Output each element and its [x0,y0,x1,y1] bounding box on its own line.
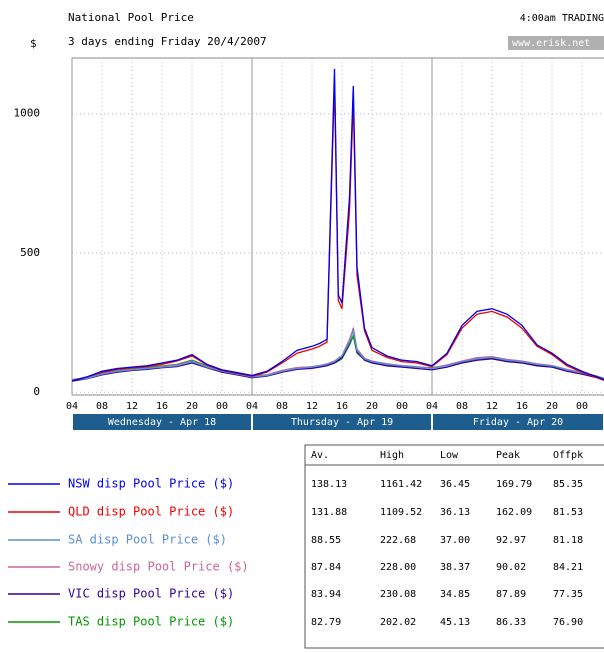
table-cell: 230.08 [380,589,416,600]
table-cell: 169.79 [496,479,532,490]
table-header: Offpk [553,450,583,461]
table-cell: 202.02 [380,617,416,628]
table-cell: 76.90 [553,617,583,628]
x-tick-label: 12 [126,401,138,412]
series-line [72,68,604,382]
x-tick-label: 12 [306,401,318,412]
legend-label: Snowy disp Pool Price ($) [68,560,249,574]
table-cell: 45.13 [440,617,470,628]
day-label: Thursday - Apr 19 [291,417,393,428]
table-cell: 37.00 [440,535,470,546]
day-label: Friday - Apr 20 [473,417,563,428]
legend-label: QLD disp Pool Price ($) [68,505,234,519]
y-tick-label: 500 [20,246,40,259]
x-tick-label: 20 [366,401,378,412]
table-cell: 87.89 [496,589,526,600]
x-tick-label: 04 [246,401,258,412]
table-header: High [380,450,404,461]
x-tick-label: 08 [96,401,108,412]
x-tick-label: 16 [336,401,348,412]
day-band [433,414,603,430]
table-header: Av. [311,450,329,461]
x-tick-label: 00 [576,401,588,412]
x-tick-label: 00 [216,401,228,412]
series-line [72,83,604,382]
legend-label: TAS disp Pool Price ($) [68,615,234,629]
table-cell: 82.79 [311,617,341,628]
day-band [253,414,431,430]
series-line [72,328,604,382]
x-tick-label: 12 [486,401,498,412]
legend-label: SA disp Pool Price ($) [68,533,227,547]
table-cell: 1161.42 [380,479,422,490]
table-header: Low [440,450,459,461]
table-cell: 86.33 [496,617,526,628]
table-cell: 36.45 [440,479,470,490]
source-box [508,36,604,50]
table-cell: 38.37 [440,562,470,573]
table-cell: 1109.52 [380,507,422,518]
legend-label: NSW disp Pool Price ($) [68,477,234,491]
chart-title: National Pool Price [68,11,194,24]
day-band [73,414,251,430]
status-label: 4:00am TRADING [520,13,604,24]
table-cell: 131.88 [311,507,347,518]
table-cell: 87.84 [311,562,341,573]
table-cell: 36.13 [440,507,470,518]
y-axis-label: $ [30,37,37,50]
table-cell: 84.21 [553,562,583,573]
x-tick-label: 04 [66,401,78,412]
source-label: www.erisk.net [512,38,590,49]
table-cell: 81.18 [553,535,583,546]
table-cell: 222.68 [380,535,416,546]
table-cell: 88.55 [311,535,341,546]
day-label: Wednesday - Apr 18 [108,417,216,428]
table-cell: 83.94 [311,589,341,600]
x-tick-label: 20 [186,401,198,412]
y-tick-label: 0 [33,385,40,398]
x-tick-label: 08 [276,401,288,412]
table-cell: 77.35 [553,589,583,600]
x-tick-label: 08 [456,401,468,412]
series-line [72,330,604,381]
x-tick-label: 16 [156,401,168,412]
stats-table [304,444,604,649]
x-tick-label: 16 [516,401,528,412]
plot-lines [72,68,604,382]
x-tick-label: 20 [546,401,558,412]
legend-label: VIC disp Pool Price ($) [68,587,234,601]
chart-subtitle: 3 days ending Friday 20/4/2007 [68,35,267,48]
table-cell: 85.35 [553,479,583,490]
plot-frame [71,57,604,396]
table-cell: 92.97 [496,535,526,546]
table-cell: 90.02 [496,562,526,573]
table-cell: 162.09 [496,507,532,518]
y-tick-label: 1000 [14,107,41,120]
table-cell: 228.00 [380,562,416,573]
table-header: Peak [496,450,520,461]
table-cell: 81.53 [553,507,583,518]
x-tick-label: 00 [396,401,408,412]
x-tick-label: 04 [426,401,438,412]
table-cell: 138.13 [311,479,347,490]
table-cell: 34.85 [440,589,470,600]
